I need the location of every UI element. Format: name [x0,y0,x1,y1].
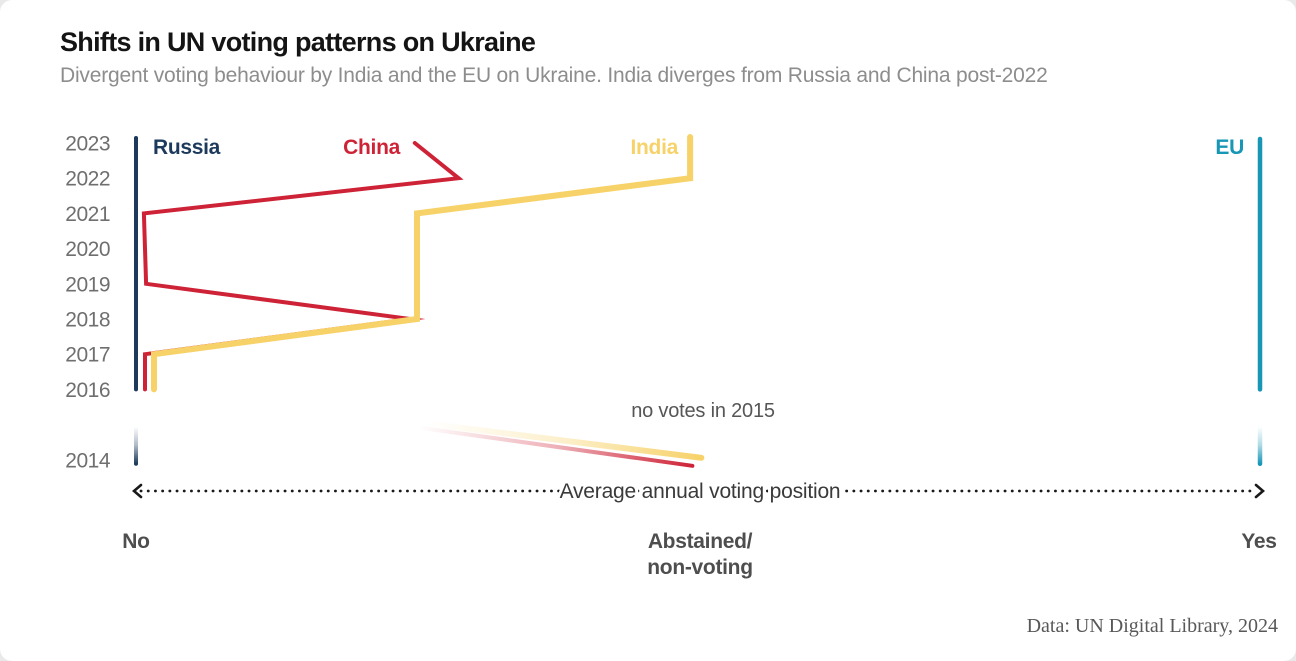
year-label-2020: 2020 [65,238,110,261]
x-axis-label-no: No [122,530,150,553]
year-label-2016: 2016 [65,379,110,402]
year-label-2022: 2022 [65,168,110,191]
china-2014-fade-line [416,425,695,468]
year-label-2017: 2017 [65,344,110,367]
page-subtitle: Divergent voting behaviour by India and … [60,64,1048,87]
year-axis-labels: 2023 2022 2021 2020 2019 2018 2017 2016 2014 [65,133,111,473]
axis-arrow-left-icon [132,483,143,499]
data-source-credit: Data: UN Digital Library, 2024 [1026,615,1278,637]
page-title: Shifts in UN voting patterns on Ukraine [60,27,536,57]
year-label-2019: 2019 [65,273,110,296]
axis-title: Average annual voting position [560,480,841,503]
india-line [151,134,694,393]
year-label-2018: 2018 [65,309,110,332]
year-label-2021: 2021 [65,203,110,226]
china-series-label: China [343,136,400,159]
russia-series-label: Russia [153,136,221,159]
no-votes-2015-fade-segments [134,420,1263,468]
series-lines [134,134,1263,393]
year-label-2023: 2023 [65,133,110,156]
year-label-2014: 2014 [65,449,111,472]
no-votes-2015-note: no votes in 2015 [631,400,775,422]
x-axis-label-abstained-line2: non-voting [647,556,753,579]
china-line [141,141,464,392]
series-labels: Russia China India EU [153,136,1244,159]
x-axis-label-abstained: Abstained/ non-voting [647,529,753,581]
eu-series-label: EU [1215,136,1244,159]
x-axis-label-yes: Yes [1241,530,1277,553]
india-2014-fade-line [424,420,705,461]
india-series-label: India [630,136,678,159]
dotted-position-axis: Average annual voting position [132,477,1265,506]
x-axis-label-abstained-line1: Abstained/ [647,530,753,553]
axis-arrow-right-icon [1254,483,1265,499]
